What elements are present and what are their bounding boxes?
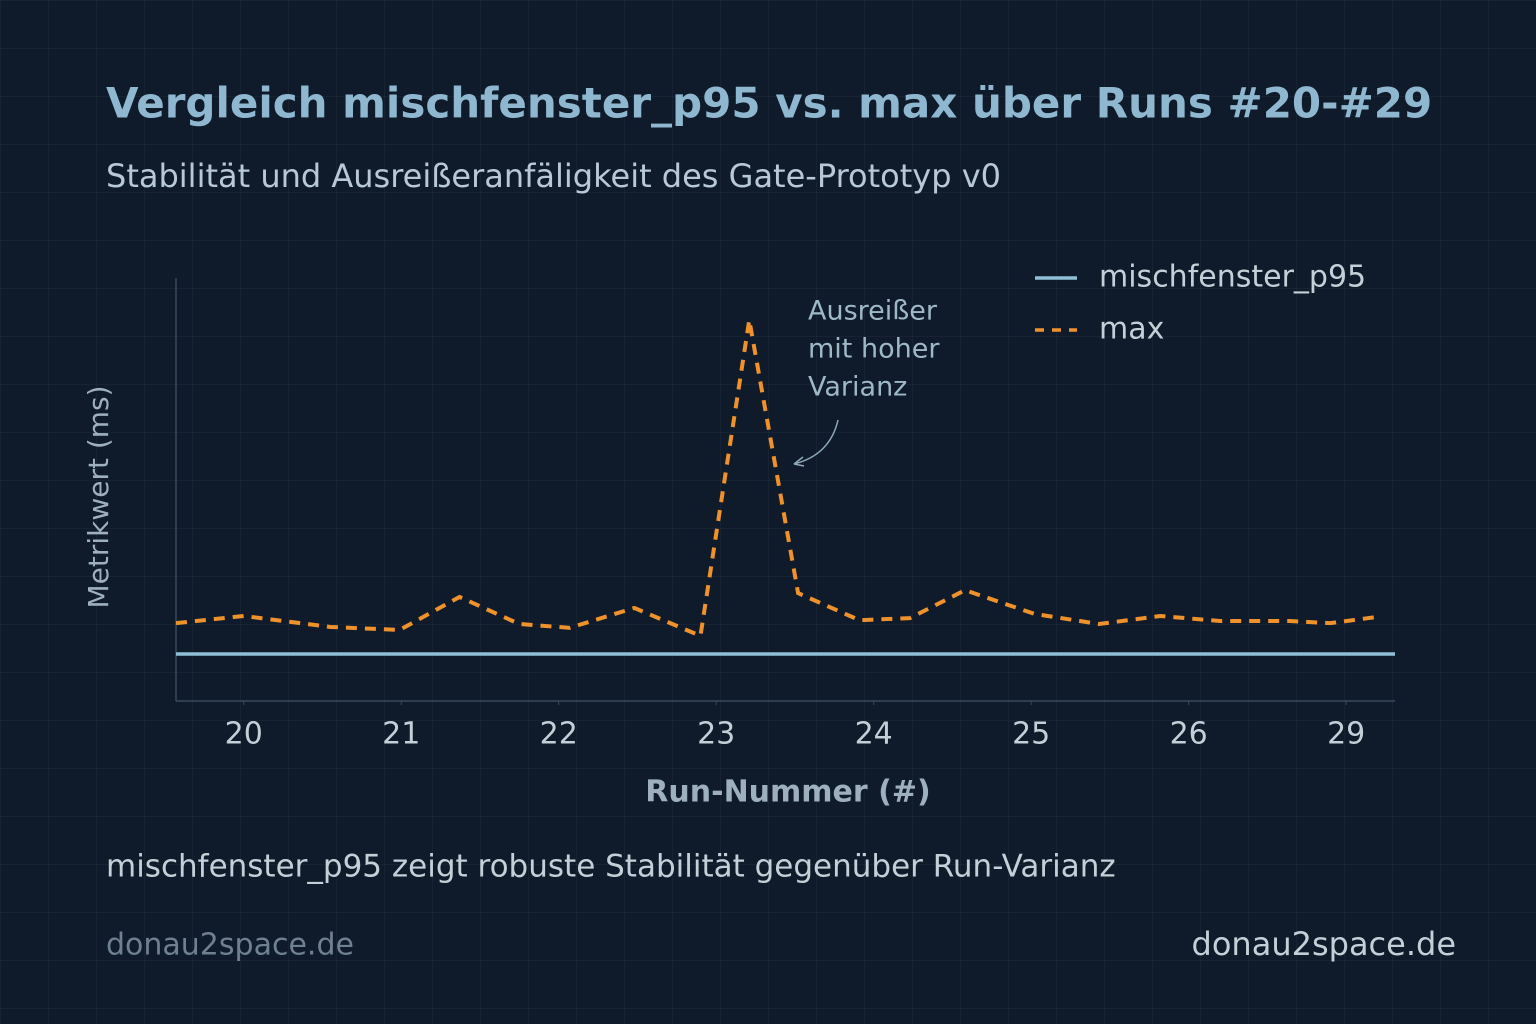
annotation: Varianz: [808, 372, 907, 403]
x-tick-label: 26: [1170, 717, 1208, 752]
x-tick-label: 21: [382, 717, 420, 752]
annotation-arrow: [793, 419, 839, 465]
x-tick-label: 29: [1327, 717, 1365, 752]
x-tick-label: 20: [225, 717, 263, 752]
x-tick-label: 24: [855, 717, 893, 752]
chart-subtitle: Stabilität und Ausreißeranfäligkeit des …: [106, 157, 1001, 195]
series-line: [175, 319, 1378, 639]
x-tick-label: 22: [540, 717, 578, 752]
annotation-arrowhead: [793, 456, 805, 467]
chart-title: Vergleich mischfenster_p95 vs. max über …: [106, 79, 1432, 128]
annotation: mit hoher: [808, 334, 940, 365]
annotation: Ausreißer: [808, 296, 938, 327]
note: mischfenster_p95 zeigt robuste Stabilitä…: [106, 849, 1116, 885]
x-axis-label: Run-Nummer (#): [645, 775, 930, 810]
y-axis-label: Metrikwert (ms): [82, 385, 115, 608]
legend-label: mischfenster_p95: [1099, 260, 1366, 295]
x-tick-label: 23: [697, 717, 735, 752]
footer-left: donau2space.de: [106, 928, 354, 963]
legend-label: max: [1099, 312, 1164, 347]
x-tick-label: 25: [1012, 717, 1050, 752]
footer-right: donau2space.de: [1192, 925, 1456, 963]
